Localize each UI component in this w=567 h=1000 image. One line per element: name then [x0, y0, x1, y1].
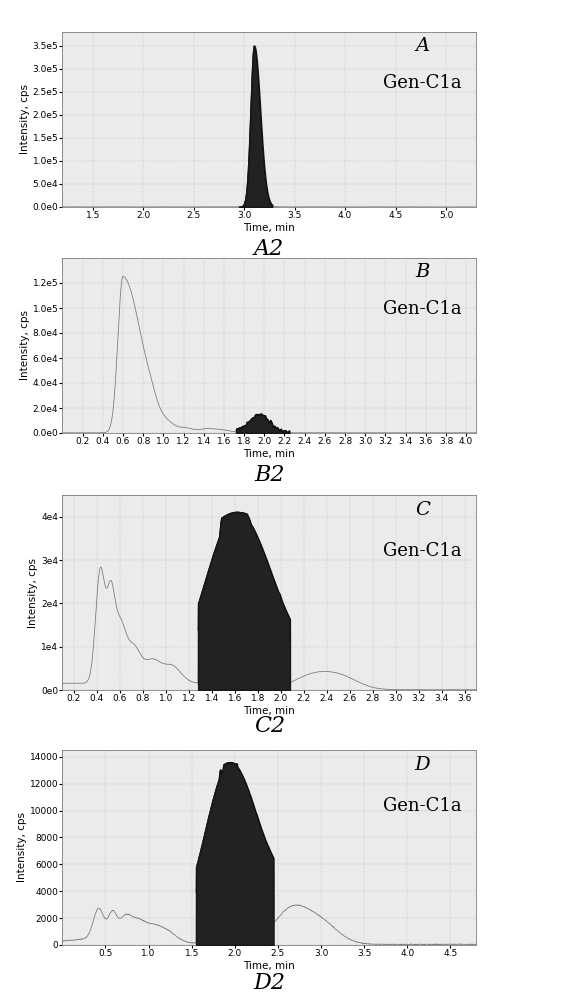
Text: Gen-C1a: Gen-C1a: [383, 300, 462, 318]
Text: A: A: [416, 37, 430, 55]
Text: Gen-C1a: Gen-C1a: [383, 542, 462, 560]
Text: B2: B2: [254, 464, 285, 486]
X-axis label: Time, min: Time, min: [243, 449, 295, 459]
Text: Gen-C1a: Gen-C1a: [383, 74, 462, 92]
X-axis label: Time, min: Time, min: [243, 961, 295, 971]
Y-axis label: Intensity, cps: Intensity, cps: [28, 558, 39, 628]
Text: D2: D2: [253, 972, 285, 994]
X-axis label: Time, min: Time, min: [243, 223, 295, 233]
Y-axis label: Intensity, cps: Intensity, cps: [20, 85, 29, 154]
Text: C: C: [415, 501, 430, 519]
Text: D: D: [414, 756, 430, 774]
Text: A2: A2: [254, 238, 285, 260]
Y-axis label: Intensity, cps: Intensity, cps: [16, 812, 27, 882]
Text: Gen-C1a: Gen-C1a: [383, 797, 462, 815]
Y-axis label: Intensity, cps: Intensity, cps: [20, 310, 29, 380]
Text: C2: C2: [254, 715, 285, 737]
Text: B: B: [415, 263, 430, 281]
X-axis label: Time, min: Time, min: [243, 706, 295, 716]
